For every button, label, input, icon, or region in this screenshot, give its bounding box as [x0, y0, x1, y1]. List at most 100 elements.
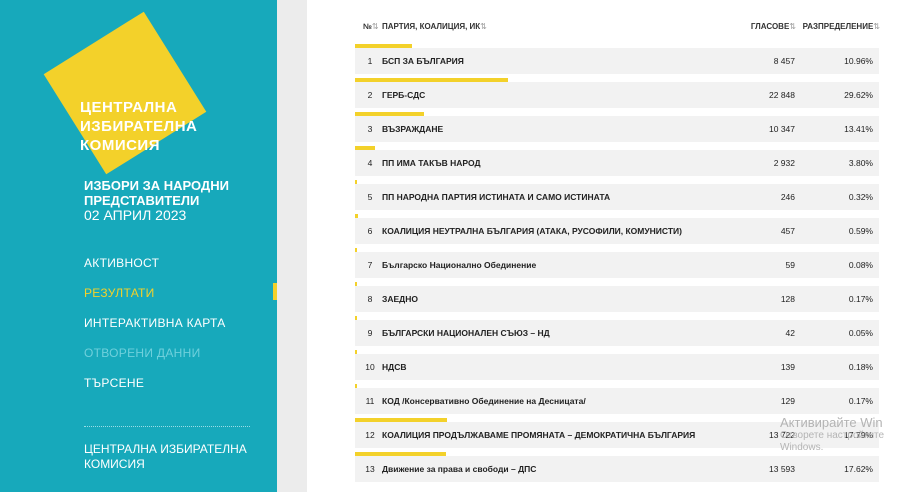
row-number: 9 [367, 328, 373, 338]
votes-count: 8 457 [773, 56, 795, 66]
watermark-line-2: Отворете настройките [780, 430, 885, 441]
sort-icon: ⇅ [480, 22, 487, 31]
distribution-bar [355, 180, 357, 184]
row-number: 3 [367, 124, 373, 134]
distribution-percent: 0.05% [848, 328, 873, 338]
distribution-percent: 17.62% [844, 464, 873, 474]
row-number: 8 [367, 294, 373, 304]
party-name: ПП ИМА ТАКЪВ НАРОД [382, 158, 481, 168]
distribution-bar [355, 418, 447, 422]
row-number: 2 [367, 90, 373, 100]
nav-item-search[interactable]: ТЪРСЕНЕ [84, 376, 145, 390]
party-name: КОД /Консервативно Обединение на Десница… [382, 396, 586, 406]
votes-count: 139 [780, 362, 795, 372]
votes-count: 13 593 [769, 464, 795, 474]
cik-logo[interactable]: ЦЕНТРАЛНА ИЗБИРАТЕЛНА КОМИСИЯ [43, 11, 224, 175]
party-name: БСП ЗА БЪЛГАРИЯ [382, 56, 464, 66]
content-gutter [277, 0, 307, 492]
table-row[interactable]: 10 НДСВ 139 0.18% [355, 350, 879, 380]
active-nav-marker [273, 283, 277, 300]
distribution-bar [355, 146, 375, 150]
votes-count: 13 722 [769, 430, 795, 440]
table-row[interactable]: 4 ПП ИМА ТАКЪВ НАРОД 2 932 3.80% [355, 146, 879, 176]
col-header-votes[interactable]: ГЛАСОВЕ⇅ [750, 22, 796, 31]
nav-item-activity[interactable]: АКТИВНОСТ [84, 256, 160, 270]
party-name: ПП НАРОДНА ПАРТИЯ ИСТИНАТА И САМО ИСТИНА… [382, 192, 611, 202]
votes-count: 42 [785, 328, 795, 338]
party-name: ЗАЕДНО [382, 294, 418, 304]
votes-count: 128 [780, 294, 795, 304]
table-row[interactable]: 2 ГЕРБ-СДС 22 848 29.62% [355, 78, 879, 108]
row-number: 5 [367, 192, 373, 202]
footer-line-2: КОМИСИЯ [84, 457, 145, 471]
distribution-percent: 0.59% [848, 226, 873, 236]
votes-count: 246 [780, 192, 795, 202]
party-name: БЪЛГАРСКИ НАЦИОНАЛЕН СЪЮЗ – НД [382, 328, 550, 338]
party-name: Българско Национално Обединение [382, 260, 537, 270]
votes-count: 10 347 [769, 124, 795, 134]
table-row[interactable]: 11 КОД /Консервативно Обединение на Десни… [355, 384, 879, 414]
table-row[interactable]: 8 ЗАЕДНО 128 0.17% [355, 282, 879, 312]
col-header-num[interactable]: №⇅ [363, 22, 379, 31]
votes-count: 2 932 [773, 158, 795, 168]
nav-divider [84, 426, 250, 427]
distribution-percent: 3.80% [848, 158, 873, 168]
party-name: ВЪЗРАЖДАНЕ [382, 124, 444, 134]
votes-count: 457 [780, 226, 795, 236]
distribution-percent: 0.32% [848, 192, 873, 202]
election-title-line-2: ПРЕДСТАВИТЕЛИ [84, 193, 200, 208]
row-number: 13 [365, 464, 375, 474]
row-number: 4 [367, 158, 373, 168]
row-number: 1 [367, 56, 373, 66]
watermark-line-3: Windows. [780, 442, 824, 453]
col-header-distribution[interactable]: РАЗПРЕДЕЛЕНИЕ⇅ [802, 22, 880, 31]
party-name: НДСВ [382, 362, 407, 372]
row-number: 12 [365, 430, 375, 440]
distribution-bar [355, 112, 425, 116]
table-row[interactable]: 9 БЪЛГАРСКИ НАЦИОНАЛЕН СЪЮЗ – НД 42 0.05% [355, 316, 879, 346]
distribution-percent: 10.96% [844, 56, 873, 66]
logo-text: ЦЕНТРАЛНА ИЗБИРАТЕЛНА КОМИСИЯ [80, 98, 197, 155]
election-heading: ИЗБОРИ ЗА НАРОДНИ ПРЕДСТАВИТЕЛИ 02 АПРИЛ… [84, 178, 229, 223]
logo-line-1: ЦЕНТРАЛНА [80, 99, 178, 116]
party-name: КОАЛИЦИЯ НЕУТРАЛНА БЪЛГАРИЯ (АТАКА, РУСО… [382, 226, 682, 236]
nav-item-interactive-map[interactable]: ИНТЕРАКТИВНА КАРТА [84, 316, 226, 330]
table-row[interactable]: 5 ПП НАРОДНА ПАРТИЯ ИСТИНАТА И САМО ИСТИН… [355, 180, 879, 210]
distribution-bar [355, 248, 357, 252]
sort-icon: ⇅ [873, 22, 880, 31]
table-row[interactable]: 13 Движение за права и свободи – ДПС 13 59… [355, 452, 879, 482]
distribution-bar [355, 452, 446, 456]
footer-cik-link[interactable]: ЦЕНТРАЛНА ИЗБИРАТЕЛНА КОМИСИЯ [84, 442, 264, 472]
table-row[interactable]: 3 ВЪЗРАЖДАНЕ 10 347 13.41% [355, 112, 879, 142]
votes-count: 59 [785, 260, 795, 270]
distribution-bar [355, 282, 357, 286]
distribution-percent: 0.17% [848, 294, 873, 304]
election-title-line-1: ИЗБОРИ ЗА НАРОДНИ [84, 178, 229, 193]
row-number: 11 [365, 396, 375, 406]
table-row[interactable]: 7 Българско Национално Обединение 59 0.08% [355, 248, 879, 278]
nav-item-results[interactable]: РЕЗУЛТАТИ [84, 286, 155, 300]
sidebar-nav: АКТИВНОСТ РЕЗУЛТАТИ ИНТЕРАКТИВНА КАРТА О… [84, 256, 226, 406]
distribution-percent: 13.41% [844, 124, 873, 134]
distribution-bar [355, 78, 508, 82]
distribution-bar [355, 384, 357, 388]
distribution-bar [355, 350, 357, 354]
sidebar: ЦЕНТРАЛНА ИЗБИРАТЕЛНА КОМИСИЯ ИЗБОРИ ЗА … [0, 0, 277, 492]
table-row[interactable]: 12 КОАЛИЦИЯ ПРОДЪЛЖАВАМЕ ПРОМЯНАТА – ДЕМО… [355, 418, 879, 448]
logo-line-3: КОМИСИЯ [80, 137, 160, 154]
col-header-party[interactable]: ПАРТИЯ, КОАЛИЦИЯ, ИК⇅ [382, 22, 487, 31]
election-date: 02 АПРИЛ 2023 [84, 207, 187, 223]
party-name: Движение за права и свободи – ДПС [382, 464, 537, 474]
nav-item-open-data[interactable]: ОТВОРЕНИ ДАННИ [84, 346, 201, 360]
distribution-percent: 0.18% [848, 362, 873, 372]
row-number: 6 [367, 226, 373, 236]
votes-count: 22 848 [769, 90, 795, 100]
distribution-bar [355, 316, 357, 320]
watermark-line-1: Активирайте Win [780, 415, 883, 430]
table-row[interactable]: 6 КОАЛИЦИЯ НЕУТРАЛНА БЪЛГАРИЯ (АТАКА, РУС… [355, 214, 879, 244]
distribution-percent: 29.62% [844, 90, 873, 100]
windows-activation-watermark: Активирайте Win Отворете настройките Win… [780, 415, 884, 454]
distribution-percent: 17.79% [844, 430, 873, 440]
sort-icon: ⇅ [789, 22, 796, 31]
table-row[interactable]: 1 БСП ЗА БЪЛГАРИЯ 8 457 10.96% [355, 44, 879, 74]
